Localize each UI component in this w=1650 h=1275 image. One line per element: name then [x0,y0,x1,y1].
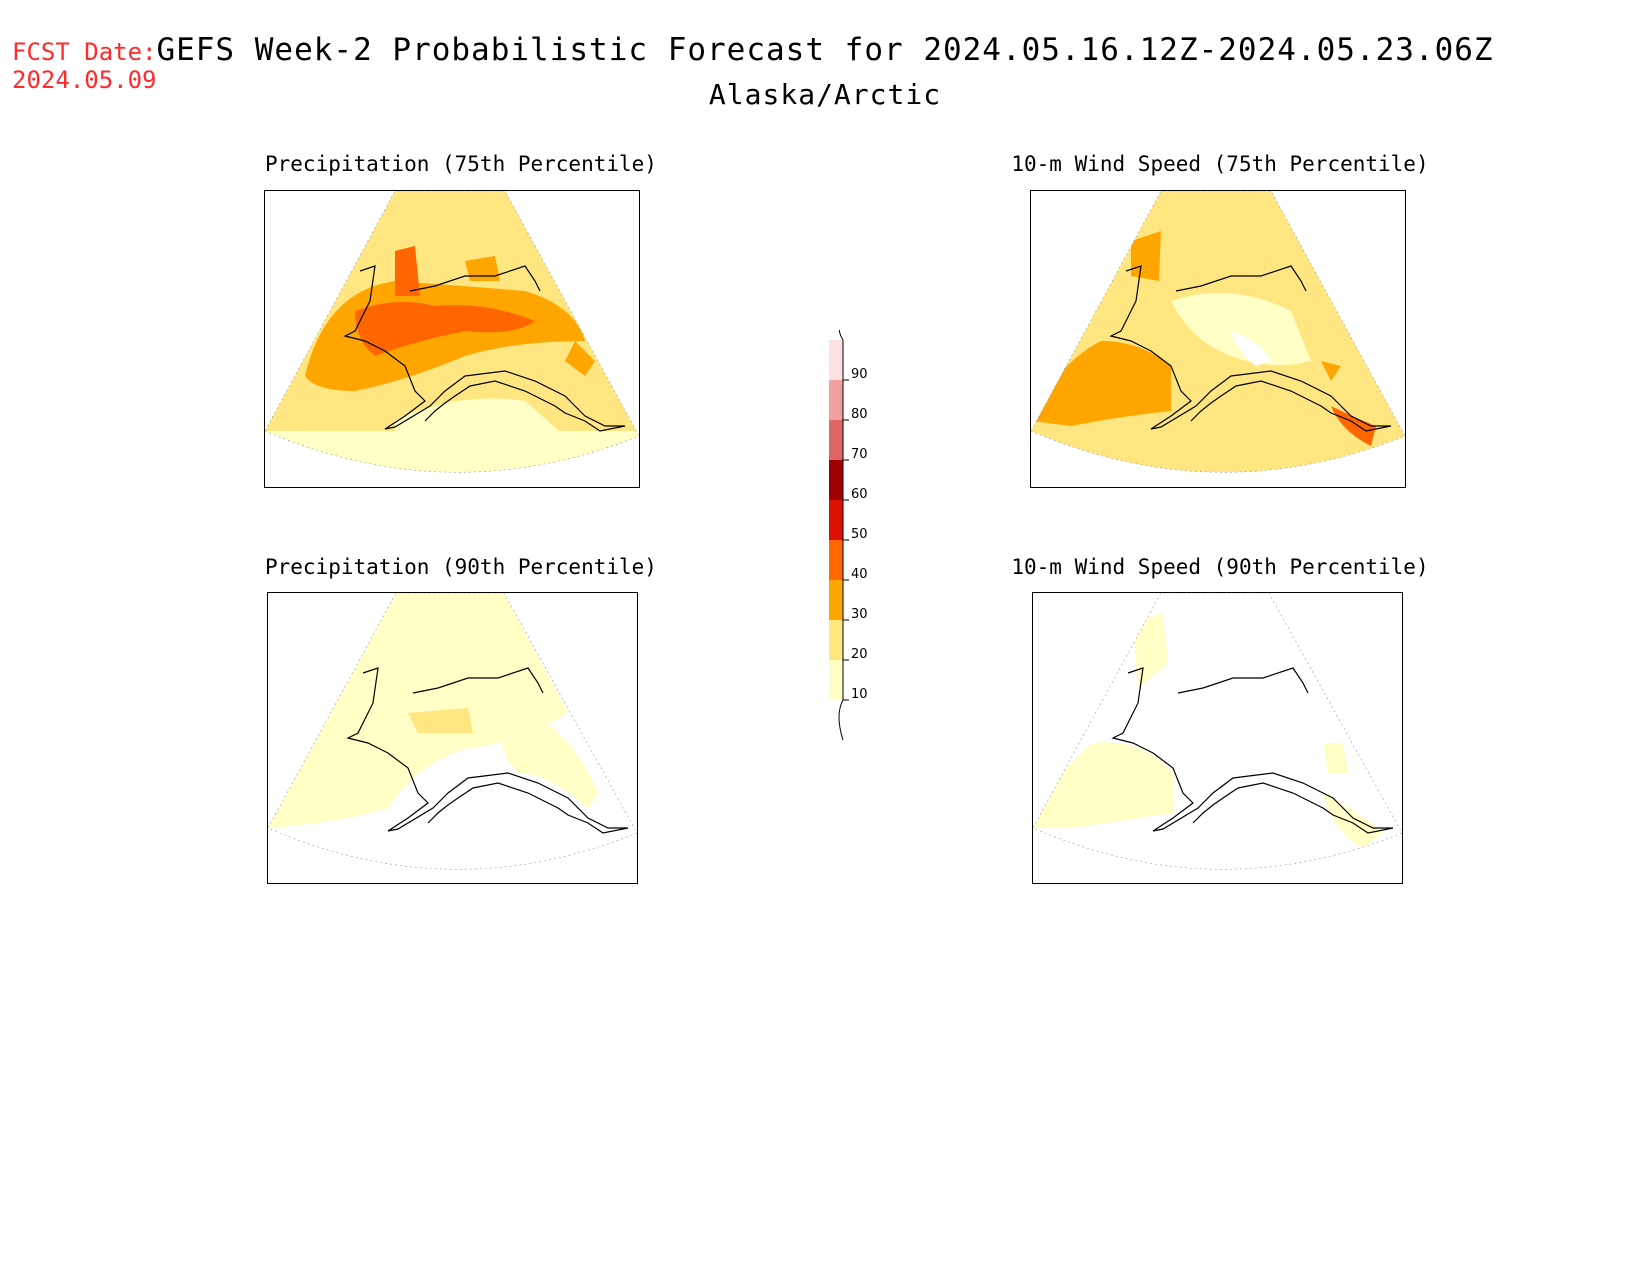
colorbar-swatch-40 [829,540,843,580]
colorbar-swatch-10 [829,660,843,700]
colorbar-label-50: 50 [851,527,868,542]
fcst-date-label: FCST Date: [12,38,157,66]
map-wind75 [1030,190,1406,488]
colorbar-label-40: 40 [851,567,868,582]
region-subtitle: Alaska/Arctic [708,78,942,111]
colorbar-label-10: 10 [851,687,868,702]
colorbar-swatch-50 [829,500,843,540]
colorbar-swatch-80 [829,380,843,420]
map-precip90 [267,592,638,884]
panel-title-wind90: 10-m Wind Speed (90th Percentile) [1011,555,1429,579]
colorbar-swatch-90 [829,340,843,380]
colorbar-swatch-70 [829,420,843,460]
colorbar-label-70: 70 [851,447,868,462]
colorbar: 10 20 30 40 50 60 70 80 90 [815,309,895,754]
colorbar-label-20: 20 [851,647,868,662]
map-wind90 [1032,592,1403,884]
colorbar-label-60: 60 [851,487,868,502]
colorbar-label-80: 80 [851,407,868,422]
map-precip75 [264,190,640,488]
page-title: GEFS Week-2 Probabilistic Forecast for 2… [156,32,1494,68]
colorbar-swatch-20 [829,620,843,660]
colorbar-swatch-30 [829,580,843,620]
colorbar-top-tail [838,309,844,341]
panel-title-precip90: Precipitation (90th Percentile) [265,555,657,579]
colorbar-label-90: 90 [851,367,868,382]
colorbar-label-30: 30 [851,607,868,622]
colorbar-svg: 10 20 30 40 50 60 70 80 90 [829,309,868,741]
panel-title-wind75: 10-m Wind Speed (75th Percentile) [1011,152,1429,176]
forecast-date: FCST Date: 2024.05.09 [12,38,157,94]
fcst-date-value: 2024.05.09 [12,66,157,94]
colorbar-swatch-60 [829,460,843,500]
panel-title-precip75: Precipitation (75th Percentile) [265,152,657,176]
colorbar-bottom-tail [838,699,844,741]
